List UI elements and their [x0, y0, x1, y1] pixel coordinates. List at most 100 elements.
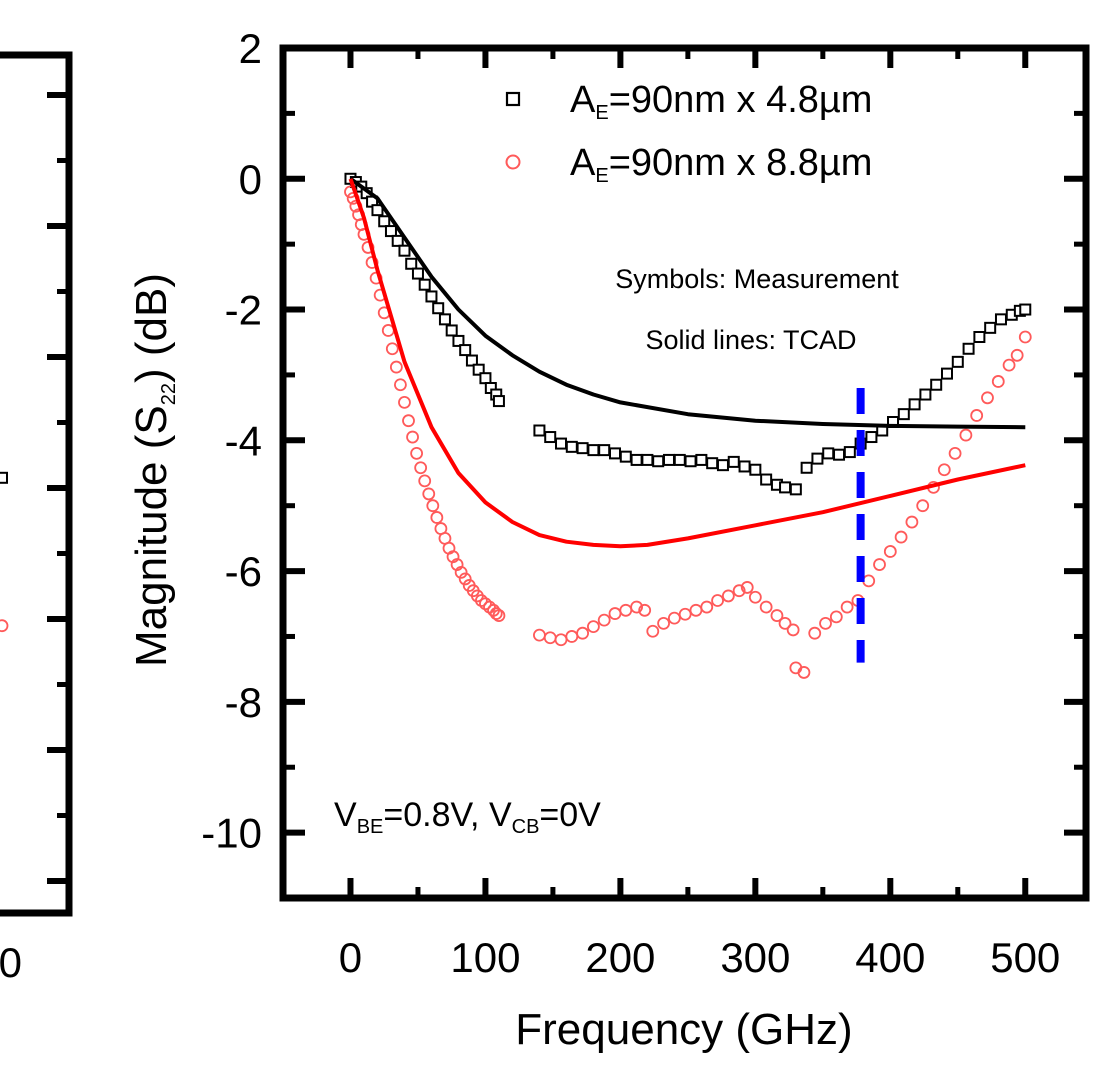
y-tick-label: 2: [239, 25, 262, 72]
data-point-circle: [808, 626, 822, 640]
data-point-square: [822, 447, 835, 460]
data-point-square: [727, 455, 740, 468]
data-point-square: [452, 334, 465, 347]
data-point-square: [716, 459, 729, 472]
data-point-square: [405, 257, 418, 270]
data-point-square: [811, 452, 824, 465]
data-point-circle: [1002, 358, 1016, 372]
data-point-square: [445, 324, 458, 337]
data-point-circle: [414, 461, 428, 475]
data-point-circle: [492, 609, 506, 622]
data-point-circle: [646, 624, 660, 638]
y-tick-label: -2: [225, 287, 262, 334]
data-point-circle: [410, 446, 424, 460]
data-point-square: [587, 444, 600, 457]
data-point-square: [565, 440, 578, 453]
data-point-square: [930, 378, 943, 391]
x-axis-ticks: 0 100 200 300 400 500: [339, 48, 1060, 981]
main-plot-frame: [279, 44, 1090, 902]
data-point-square: [800, 461, 813, 474]
data-point-circle: [597, 613, 611, 627]
data-point-square: [371, 204, 384, 217]
x-tick-label: 400: [855, 934, 925, 981]
x-tick-label: 100: [450, 934, 520, 981]
data-point-circle: [700, 600, 714, 614]
data-point-square: [1019, 303, 1032, 316]
data-point-circle: [619, 603, 633, 617]
data-point-square: [438, 313, 451, 326]
data-point-square: [411, 267, 424, 280]
data-point-square: [418, 278, 431, 291]
data-point-circle: [667, 611, 681, 625]
data-point-circle: [678, 607, 692, 621]
data-point-circle: [406, 430, 419, 444]
data-point-square: [576, 442, 589, 455]
left-partial-chart: 00: [0, 51, 73, 986]
data-point-square: [641, 453, 654, 466]
data-point-square: [662, 453, 675, 466]
data-point-circle: [543, 631, 557, 645]
data-point-square: [630, 453, 643, 466]
data-point-circle: [489, 607, 503, 620]
data-point-circle: [778, 616, 792, 630]
data-point-circle: [970, 409, 984, 422]
series-2-tcad: [349, 177, 1026, 430]
data-point-square: [673, 453, 686, 466]
data-point-circle: [819, 616, 832, 630]
data-point-circle: [426, 499, 440, 513]
data-point-square: [738, 460, 751, 473]
data-point-square: [378, 215, 391, 228]
data-point-circle: [873, 558, 886, 571]
data-point-square: [940, 367, 953, 380]
data-point-square: [465, 354, 478, 367]
data-point-circle: [829, 610, 843, 624]
data-point-circle: [732, 584, 746, 598]
data-point-circle: [418, 474, 432, 488]
data-point-square: [919, 388, 932, 401]
tcad-line: [349, 177, 1026, 430]
data-point-square: [425, 290, 438, 303]
data-point-circle: [458, 572, 472, 586]
data-point-circle: [565, 630, 579, 643]
data-point-square: [908, 398, 921, 411]
data-point-circle: [959, 428, 973, 442]
series-1-measurement: [344, 185, 1032, 679]
data-point-circle: [797, 666, 811, 679]
data-point-square: [384, 225, 397, 238]
data-point-circle: [894, 530, 908, 544]
data-point-circle: [759, 600, 773, 614]
data-point-square: [789, 483, 802, 496]
data-point-circle: [689, 603, 703, 617]
data-point-circle: [398, 395, 411, 409]
data-point-square: [492, 395, 505, 408]
legend-marker-square: [505, 91, 521, 107]
data-point-square: [652, 455, 665, 468]
data-point-square: [544, 431, 557, 444]
x-tick-label: 0: [339, 934, 362, 981]
data-point-circle: [402, 414, 415, 428]
data-point-square: [833, 448, 846, 461]
data-point-square: [608, 447, 621, 460]
data-point-circle: [430, 511, 444, 524]
left-y-ticks: [47, 92, 69, 884]
data-point-square: [479, 372, 492, 385]
data-point-circle: [394, 378, 407, 392]
data-point-square: [973, 331, 986, 343]
data-point-circle: [862, 574, 876, 588]
left-x-tick-label: 00: [0, 939, 22, 986]
data-point-circle: [576, 626, 590, 640]
data-point-square: [533, 424, 546, 437]
data-point-square: [760, 473, 773, 486]
annotation-lines: Solid lines: TCAD: [645, 325, 856, 355]
y-tick-label: -6: [225, 548, 262, 595]
y-tick-label: 0: [239, 156, 262, 203]
data-point-square: [994, 313, 1007, 326]
x-tick-label: 500: [990, 934, 1060, 981]
data-point-square: [865, 431, 878, 444]
x-axis-label: Frequency (GHz): [515, 1005, 852, 1054]
data-point-square: [951, 355, 964, 368]
data-point-circle: [937, 463, 951, 477]
data-point-square: [555, 437, 568, 450]
y-tick-label: -4: [225, 417, 262, 464]
data-point-circle: [608, 607, 622, 620]
